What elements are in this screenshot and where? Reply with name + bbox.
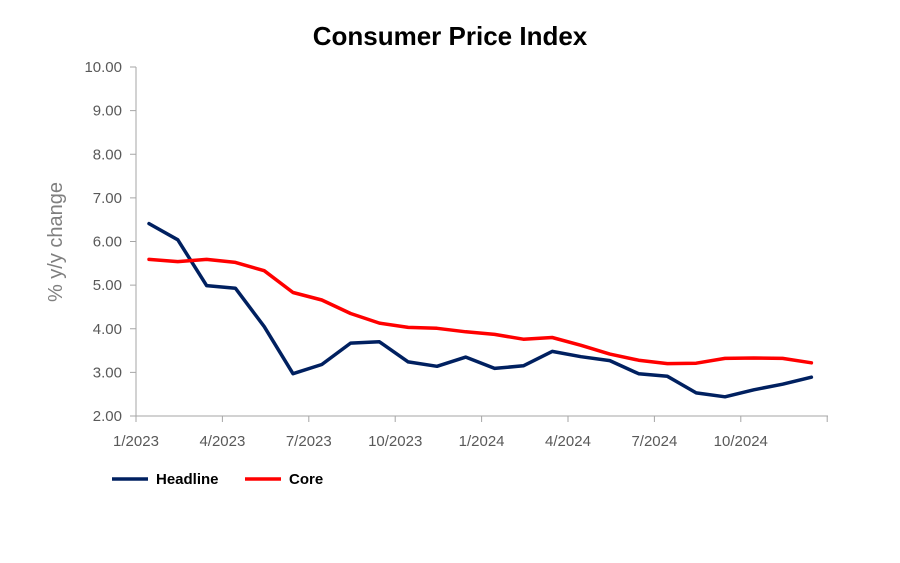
x-axis: 1/2023 4/2023 7/2023 10/2023 1/2024 4/2024 7/2… xyxy=(113,415,828,450)
series-line-headline xyxy=(147,221,814,399)
y-tick-label: 9.00 xyxy=(93,103,122,120)
y-tick-label: 8.00 xyxy=(93,146,122,163)
x-tick-label: 7/2023 xyxy=(286,433,332,450)
x-tick-label: 4/2023 xyxy=(199,433,245,450)
y-axis-title: % y/y change xyxy=(45,182,67,302)
y-tick-label: 10.00 xyxy=(84,59,122,76)
y-tick-label: 3.00 xyxy=(93,364,122,381)
x-tick-label: 10/2023 xyxy=(368,433,422,450)
y-tick-label: 5.00 xyxy=(93,277,122,294)
legend-label-core: Core xyxy=(289,471,323,488)
x-tick-label: 1/2024 xyxy=(459,433,505,450)
y-tick-label: 6.00 xyxy=(93,234,122,251)
y-axis: 2.00 3.00 4.00 5.00 6.00 7.00 8.00 9.00 10.00 xyxy=(84,59,137,425)
plot-area xyxy=(147,221,814,399)
y-tick-label: 4.00 xyxy=(93,321,122,338)
x-tick-label: 1/2023 xyxy=(113,433,159,450)
chart-title: Consumer Price Index xyxy=(313,21,588,51)
x-tick-label: 4/2024 xyxy=(545,433,591,450)
x-tick-label: 7/2024 xyxy=(631,433,677,450)
legend-label-headline: Headline xyxy=(156,471,219,488)
y-tick-label: 2.00 xyxy=(93,408,122,425)
legend: Headline Core xyxy=(112,471,323,488)
series-line-core xyxy=(147,257,814,366)
y-tick-label: 7.00 xyxy=(93,190,122,207)
x-tick-label: 10/2024 xyxy=(714,433,768,450)
